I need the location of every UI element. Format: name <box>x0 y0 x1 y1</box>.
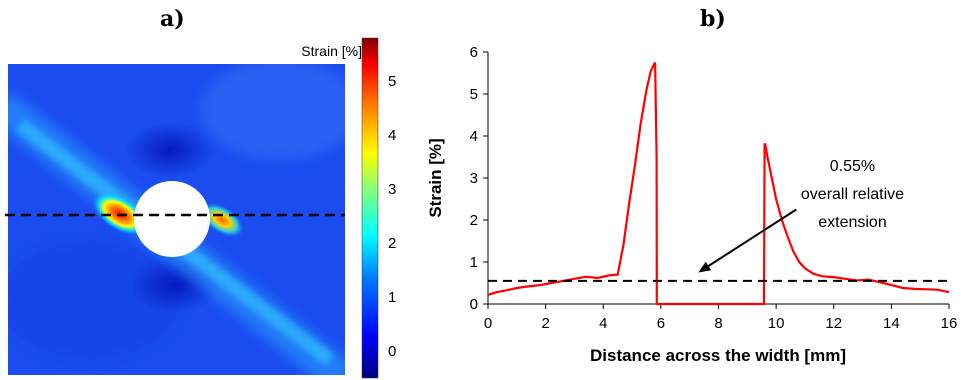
y-tick-label: 5 <box>470 86 478 103</box>
y-tick-label: 2 <box>470 212 478 229</box>
colorbar-tick-label: 1 <box>388 289 396 306</box>
colorbar-tick-label: 2 <box>388 235 396 252</box>
y-tick-label: 3 <box>470 170 478 187</box>
y-tick-label: 4 <box>470 128 478 145</box>
annotation-line2: extension <box>818 214 887 231</box>
strain-series-line <box>487 61 950 306</box>
x-tick-label: 6 <box>657 315 665 332</box>
annotation-value: 0.55% <box>830 158 875 175</box>
annotation-arrow <box>707 208 797 267</box>
x-tick-label: 8 <box>714 315 722 332</box>
y-axis-title: Strain [%] <box>426 138 445 217</box>
colorbar-title: Strain [%] <box>301 43 362 59</box>
x-axis-title: Distance across the width [mm] <box>590 346 846 365</box>
annotation-line1: overall relative <box>801 186 904 203</box>
colorbar-tick-label: 4 <box>388 127 396 144</box>
x-tick-label: 12 <box>825 315 842 332</box>
x-tick-label: 16 <box>941 315 958 332</box>
annotation-arrowhead <box>698 261 712 273</box>
colorbar-tick-label: 0 <box>388 343 396 360</box>
colorbar: Strain [%] 0 1 2 3 4 5 <box>301 37 396 379</box>
y-tick-label: 0 <box>470 296 478 313</box>
panel-b-label: b) <box>700 6 726 32</box>
x-tick-label: 0 <box>484 315 492 332</box>
x-tick-label: 4 <box>599 315 607 332</box>
y-tick-label: 1 <box>470 254 478 271</box>
x-tick-label: 10 <box>768 315 785 332</box>
x-tick-label: 14 <box>883 315 900 332</box>
colorbar-tick-label: 3 <box>388 181 396 198</box>
x-tick-label: 2 <box>541 315 549 332</box>
strain-heatmap <box>8 64 345 375</box>
y-tick-label: 6 <box>470 44 478 61</box>
colorbar-tick-label: 5 <box>388 73 396 90</box>
panel-a-label: a) <box>160 6 185 32</box>
